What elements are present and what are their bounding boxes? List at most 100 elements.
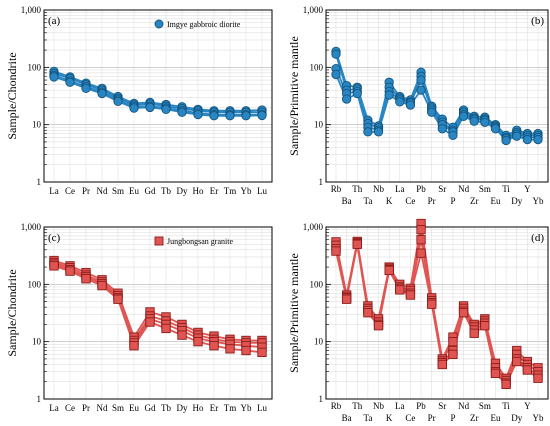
x-tick-label: K xyxy=(386,196,393,206)
data-point xyxy=(384,265,394,276)
data-point xyxy=(448,337,458,347)
data-point xyxy=(113,294,123,304)
x-tick-label: Nb xyxy=(373,401,384,411)
data-point xyxy=(512,131,522,141)
data-point xyxy=(97,280,107,291)
x-tick-label: Lu xyxy=(257,186,267,196)
data-point xyxy=(161,323,171,334)
x-tick-label: Ti xyxy=(502,401,510,411)
x-tick-label: Rb xyxy=(331,401,342,411)
legend: Imgye gabbroic diorite xyxy=(154,19,241,29)
x-tick-label: Dy xyxy=(177,186,188,196)
data-point xyxy=(241,345,251,356)
y-tick-label: 10 xyxy=(314,337,324,347)
data-point xyxy=(241,111,251,121)
data-point xyxy=(209,341,219,351)
y-axis-label: Sample/Chondrite xyxy=(5,269,19,356)
x-tick-label: Pr xyxy=(82,403,90,413)
data-point xyxy=(363,308,373,318)
x-tick-label: Ce xyxy=(65,403,75,413)
data-point xyxy=(490,124,501,134)
x-tick-label: Th xyxy=(352,401,362,411)
y-tick-label: 100 xyxy=(310,279,324,289)
data-point xyxy=(209,111,219,121)
x-tick-label: Sr xyxy=(438,184,446,194)
data-point xyxy=(257,110,267,121)
plot-frame xyxy=(43,9,273,183)
plot-frame xyxy=(43,226,273,400)
x-tick-label: Sm xyxy=(112,403,124,413)
x-tick-label: Sr xyxy=(438,401,446,411)
y-tick-label: 1 xyxy=(319,394,324,404)
x-tick-label: Nd xyxy=(458,401,469,411)
data-point xyxy=(81,274,91,284)
x-tick-label: Ho xyxy=(193,186,204,196)
x-tick-label: Ba xyxy=(342,413,352,423)
legend-marker xyxy=(154,19,164,29)
data-point xyxy=(65,266,75,276)
x-tick-label: Pb xyxy=(416,184,426,194)
y-tick-label: 100 xyxy=(310,62,324,72)
y-tick-label: 100 xyxy=(28,279,42,289)
x-tick-label: Er xyxy=(210,186,219,196)
series-4-markers xyxy=(331,239,543,390)
x-tick-label: Pr xyxy=(428,413,436,423)
series-2-markers xyxy=(49,257,267,348)
data-point xyxy=(427,299,437,309)
data-point xyxy=(501,379,511,390)
data-point xyxy=(129,103,139,113)
data-point xyxy=(65,77,75,87)
data-point xyxy=(177,107,187,117)
data-point xyxy=(416,85,426,95)
x-tick-label: P xyxy=(450,196,455,206)
x-tick-label: Zr xyxy=(470,413,479,423)
data-point xyxy=(480,321,490,331)
x-tick-label: P xyxy=(450,413,455,423)
plot-frame xyxy=(325,226,549,400)
data-point xyxy=(331,69,341,80)
data-point xyxy=(512,356,522,367)
x-tick-label: Gd xyxy=(145,186,156,196)
data-point xyxy=(331,246,341,256)
panel-label: (c) xyxy=(48,232,61,244)
data-point xyxy=(129,341,139,351)
y-tick-label: 1,000 xyxy=(21,5,42,15)
panel-1: 1 10 100 1,000 La Ce Pr Nd Sm Eu Gd Tb Dy Ho Er Tm Yb Lu S… xyxy=(5,5,273,196)
series-1-markers xyxy=(49,255,267,346)
y-tick-label: 10 xyxy=(314,120,324,130)
x-tick-label: Rb xyxy=(331,184,342,194)
plot-frame xyxy=(325,9,549,183)
x-tick-label: Ce xyxy=(405,413,415,423)
y-tick-label: 1,000 xyxy=(21,222,42,232)
legend-marker xyxy=(154,236,164,246)
data-point xyxy=(405,290,416,300)
x-tick-label: Yb xyxy=(533,413,544,423)
y-tick-label: 1 xyxy=(319,177,324,187)
x-tick-label: Ce xyxy=(405,196,415,206)
data-point xyxy=(416,224,426,235)
panel-label: (b) xyxy=(531,15,544,27)
data-point xyxy=(416,235,426,245)
x-tick-label: Tb xyxy=(161,186,171,196)
y-axis-label: Sample/Chondrite xyxy=(5,52,19,139)
data-point xyxy=(225,344,235,354)
data-point xyxy=(49,72,59,82)
data-point xyxy=(480,117,490,127)
x-tick-label: Pb xyxy=(416,401,426,411)
series-1-markers xyxy=(331,46,543,141)
data-point xyxy=(193,109,203,120)
panel-label: (a) xyxy=(48,15,61,27)
x-tick-label: Sm xyxy=(479,401,491,411)
data-point xyxy=(81,83,91,93)
data-point xyxy=(384,90,394,100)
x-tick-label: Tb xyxy=(161,403,171,413)
legend-label: Jungbongsan granite xyxy=(167,237,233,246)
y-axis-label: Sample/Primitive mantle xyxy=(287,253,301,373)
data-point xyxy=(522,134,533,145)
data-point xyxy=(225,111,235,121)
x-tick-label: Ta xyxy=(363,413,372,423)
series-1-markers xyxy=(331,218,543,383)
x-tick-label: La xyxy=(395,401,405,411)
y-tick-label: 1,000 xyxy=(303,222,324,232)
